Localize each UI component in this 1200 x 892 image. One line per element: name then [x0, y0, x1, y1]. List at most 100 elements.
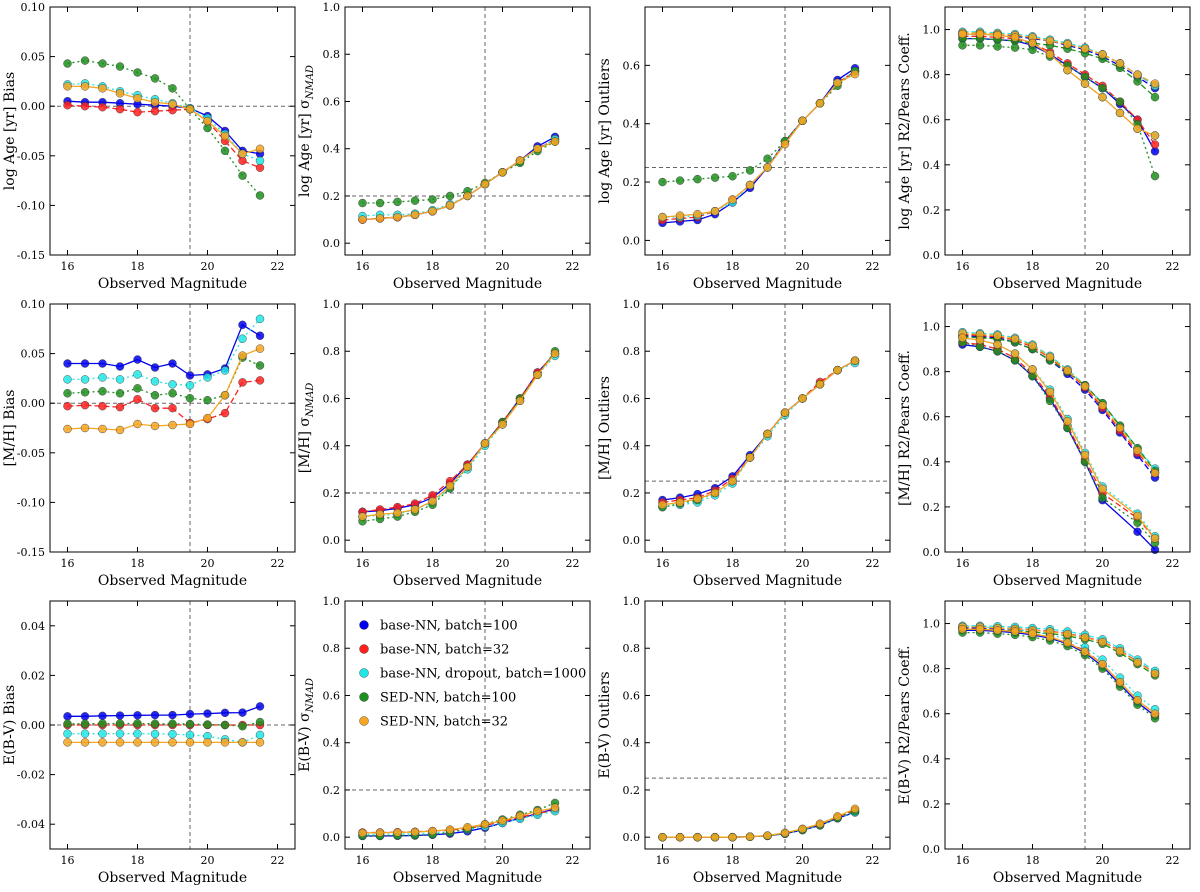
y-tick-label: 0.2: [623, 487, 641, 500]
data-point: [133, 711, 142, 720]
data-point: [80, 712, 90, 721]
y-tick-label: 0.6: [323, 392, 341, 405]
data-point: [445, 201, 455, 210]
data-point: [498, 168, 507, 177]
data-point: [98, 738, 107, 747]
y-tick-label: 0.0: [923, 249, 941, 262]
data-point: [410, 210, 420, 220]
y-tick-label: 0.8: [323, 642, 341, 655]
data-point: [150, 363, 160, 372]
data-point: [515, 811, 525, 821]
data-point: [498, 816, 507, 825]
legend: base-NN, batch=100 base-NN, batch=32 base-…: [359, 619, 586, 730]
series-line: [67, 347, 261, 431]
y-tick-label: 0.2: [923, 204, 941, 217]
data-point: [80, 56, 90, 65]
data-point: [975, 335, 985, 345]
data-point: [993, 331, 1002, 340]
data-point: [833, 78, 842, 88]
y-tick-label: 0.4: [623, 118, 641, 131]
data-point: [1080, 647, 1090, 656]
data-point: [993, 340, 1002, 349]
data-point: [993, 626, 1002, 635]
data-point: [98, 59, 107, 68]
axes-frame: [644, 303, 891, 553]
data-point: [1063, 40, 1072, 49]
data-point: [255, 331, 265, 340]
data-point: [1045, 387, 1055, 397]
data-point: [168, 403, 177, 413]
data-point: [98, 401, 107, 411]
y-tick-label: 0.8: [923, 69, 941, 82]
data-point: [428, 207, 437, 216]
data-point: [1063, 638, 1072, 647]
data-point: [658, 177, 667, 187]
y-tick-label: 0.6: [623, 689, 641, 702]
data-point: [1115, 97, 1125, 106]
data-point: [98, 711, 107, 721]
data-point: [1080, 44, 1090, 53]
data-point: [780, 139, 790, 149]
series-line: [662, 73, 856, 218]
data-point: [975, 41, 985, 50]
data-point: [115, 389, 125, 398]
data-point: [445, 825, 455, 834]
x-tick-label: 20: [496, 260, 510, 273]
data-point: [98, 84, 107, 93]
data-point: [63, 719, 72, 728]
data-point: [98, 719, 107, 728]
data-point: [168, 738, 177, 747]
data-point: [150, 74, 160, 83]
data-point: [168, 359, 177, 368]
data-point: [728, 832, 737, 842]
data-point: [98, 424, 107, 434]
data-point: [763, 429, 772, 439]
panel-2: 16 18 20 22 0.0 0.2 0.4 0.6 0.8 1.0 Observed Magni…: [297, 1, 591, 292]
y-tick-label: 1.0: [323, 1, 341, 14]
data-point: [1150, 709, 1160, 718]
series-line-pearson: [962, 627, 1156, 674]
series-line: [662, 70, 856, 221]
y-tick-label: 0.4: [323, 143, 341, 156]
data-point: [168, 389, 177, 398]
x-tick-label: 20: [201, 854, 215, 867]
y-tick-label: 0.0: [623, 234, 641, 247]
data-point: [693, 174, 702, 184]
data-point: [80, 400, 90, 410]
data-point: [255, 361, 265, 370]
x-tick-label: 22: [271, 557, 285, 570]
data-point: [220, 366, 230, 375]
panel-3: 16 18 20 22 0.0 0.2 0.4 0.6 Observed Magnitude lo…: [597, 6, 891, 292]
data-point: [445, 481, 455, 491]
data-point: [393, 197, 402, 207]
data-point: [98, 359, 107, 368]
data-point: [1133, 70, 1142, 79]
data-point: [693, 832, 702, 842]
series-line: [962, 629, 1156, 717]
x-axis-label: Observed Magnitude: [993, 870, 1142, 886]
data-point: [80, 729, 90, 738]
data-point: [220, 131, 230, 141]
series-line: [962, 341, 1156, 539]
data-point: [255, 702, 265, 711]
x-tick-label: 16: [356, 260, 370, 273]
y-tick-label: 0.00: [21, 100, 46, 113]
y-tick-label: -0.10: [17, 199, 45, 212]
data-point: [798, 394, 807, 403]
data-point: [480, 820, 490, 829]
data-point: [133, 384, 142, 393]
series-line: [67, 323, 261, 377]
data-point: [745, 166, 755, 175]
data-point: [1045, 396, 1055, 406]
series-line: [362, 350, 556, 522]
data-point: [80, 388, 90, 397]
data-point: [393, 828, 402, 837]
data-point: [745, 832, 755, 841]
data-point: [993, 42, 1002, 51]
x-tick-label: 20: [496, 854, 510, 867]
panel-8: 16 18 20 22 0.0 0.2 0.4 0.6 0.8 1.0 Observed Magni…: [897, 303, 1191, 589]
series-line: [962, 628, 1156, 715]
x-tick-label: 16: [356, 557, 370, 570]
data-point: [1115, 646, 1125, 656]
